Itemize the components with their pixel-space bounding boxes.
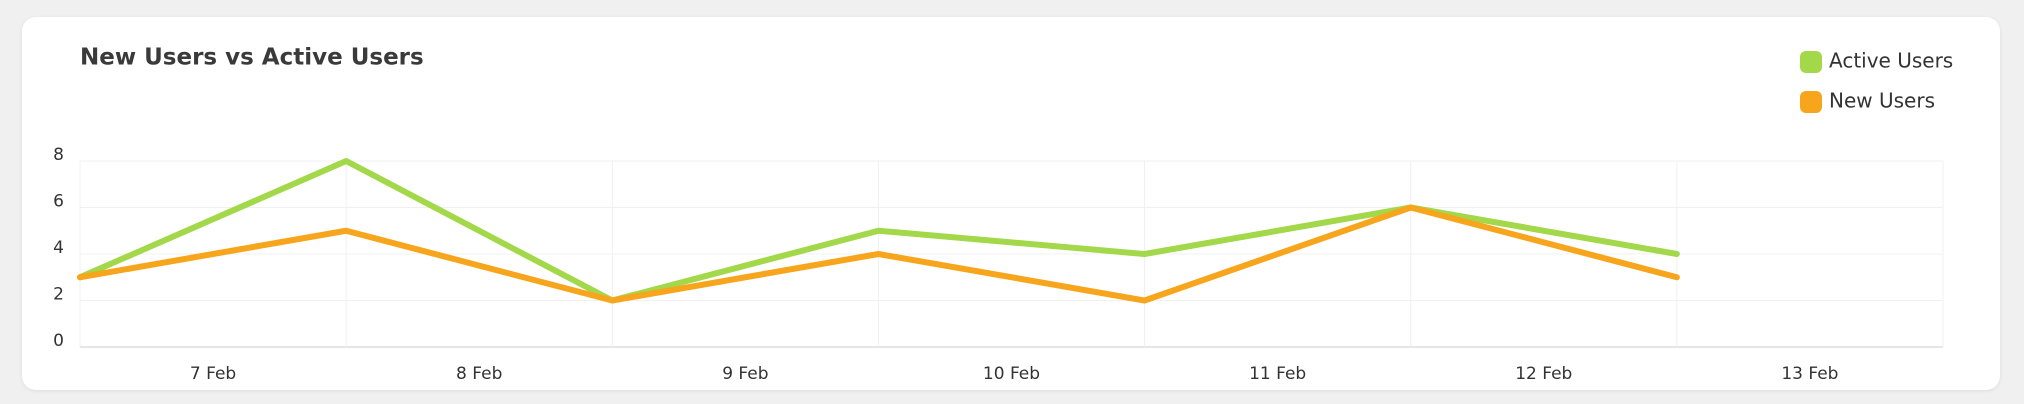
chart-title: New Users vs Active Users [80,45,424,71]
x-tick-label: 12 Feb [1515,364,1572,384]
legend-label: Active Users [1829,49,1953,73]
y-tick-label: 2 [53,285,64,305]
legend-swatch [1800,91,1822,113]
series-line [77,204,1680,304]
x-tick-label: 7 Feb [190,364,236,384]
y-tick-label: 8 [53,145,64,165]
x-tick-label: 13 Feb [1781,364,1838,384]
legend-label: New Users [1829,89,1935,113]
y-tick-label: 6 [53,192,64,212]
legend-swatch [1800,51,1822,73]
y-tick-label: 4 [53,238,64,258]
x-tick-label: 8 Feb [456,364,502,384]
x-tick-label: 9 Feb [722,364,768,384]
x-tick-label: 10 Feb [983,364,1040,384]
y-tick-label: 0 [53,331,64,351]
card [22,17,2000,390]
x-tick-label: 11 Feb [1249,364,1306,384]
